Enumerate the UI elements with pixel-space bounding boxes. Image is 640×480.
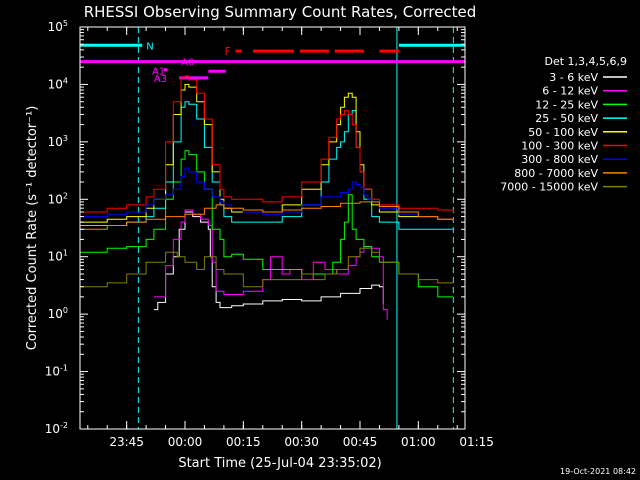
x-tick-label: 00:00: [168, 435, 203, 449]
plot-frame: [79, 26, 466, 430]
y-tick-label: 102: [48, 191, 68, 206]
x-axis-label: Start Time (25-Jul-04 23:35:02): [178, 456, 381, 471]
legend-label-3: 12 - 25 keV: [535, 98, 598, 111]
attenuator-label-a3: A3: [154, 74, 167, 85]
flare-flag-label: F: [225, 45, 231, 58]
series-line-6: [80, 75, 454, 213]
series-line-2: [153, 209, 388, 320]
legend-label-9: 7000 - 15000 keV: [500, 181, 598, 194]
series-line-8: [80, 201, 454, 230]
x-tick-label: 01:15: [459, 435, 494, 449]
attenuator-label-a0: A0: [181, 58, 194, 69]
y-tick-label: 105: [48, 19, 68, 34]
x-tick-label: 00:45: [343, 435, 378, 449]
night-bar-label: N: [146, 41, 153, 52]
y-tick-label: 10-1: [45, 364, 68, 379]
x-tick-label: 00:30: [284, 435, 319, 449]
x-tick-label: 23:45: [109, 435, 144, 449]
y-tick-label: 104: [48, 76, 68, 91]
legend-label-6: 100 - 300 keV: [521, 140, 598, 153]
legend-label-2: 6 - 12 keV: [542, 85, 598, 98]
chart-title: RHESSI Observing Summary Count Rates, Co…: [84, 3, 477, 21]
legend-label-7: 300 - 800 keV: [521, 153, 598, 166]
y-tick-label: 100: [48, 306, 68, 321]
legend-label-5: 50 - 100 keV: [528, 126, 598, 139]
y-tick-label: 101: [48, 249, 68, 264]
series-line-1: [153, 211, 384, 311]
legend-label-4: 25 - 50 keV: [535, 112, 598, 125]
y-tick-label: 103: [48, 134, 68, 149]
y-tick-label: 10-2: [45, 421, 68, 436]
legend-label-1: 3 - 6 keV: [549, 71, 598, 84]
x-tick-label: 01:00: [401, 435, 436, 449]
x-tick-label: 00:15: [226, 435, 261, 449]
attenuator-label-a1: A1: [152, 66, 165, 77]
legend-title: Det 1,3,4,5,6,9: [544, 55, 627, 68]
series-line-9: [80, 247, 454, 288]
timestamp: 19-Oct-2021 08:42: [560, 467, 636, 476]
series-line-3: [80, 150, 454, 298]
y-axis-label: Corrected Count Rate (s⁻¹ detector⁻¹): [25, 106, 40, 351]
legend-label-8: 800 - 7000 keV: [514, 167, 598, 180]
